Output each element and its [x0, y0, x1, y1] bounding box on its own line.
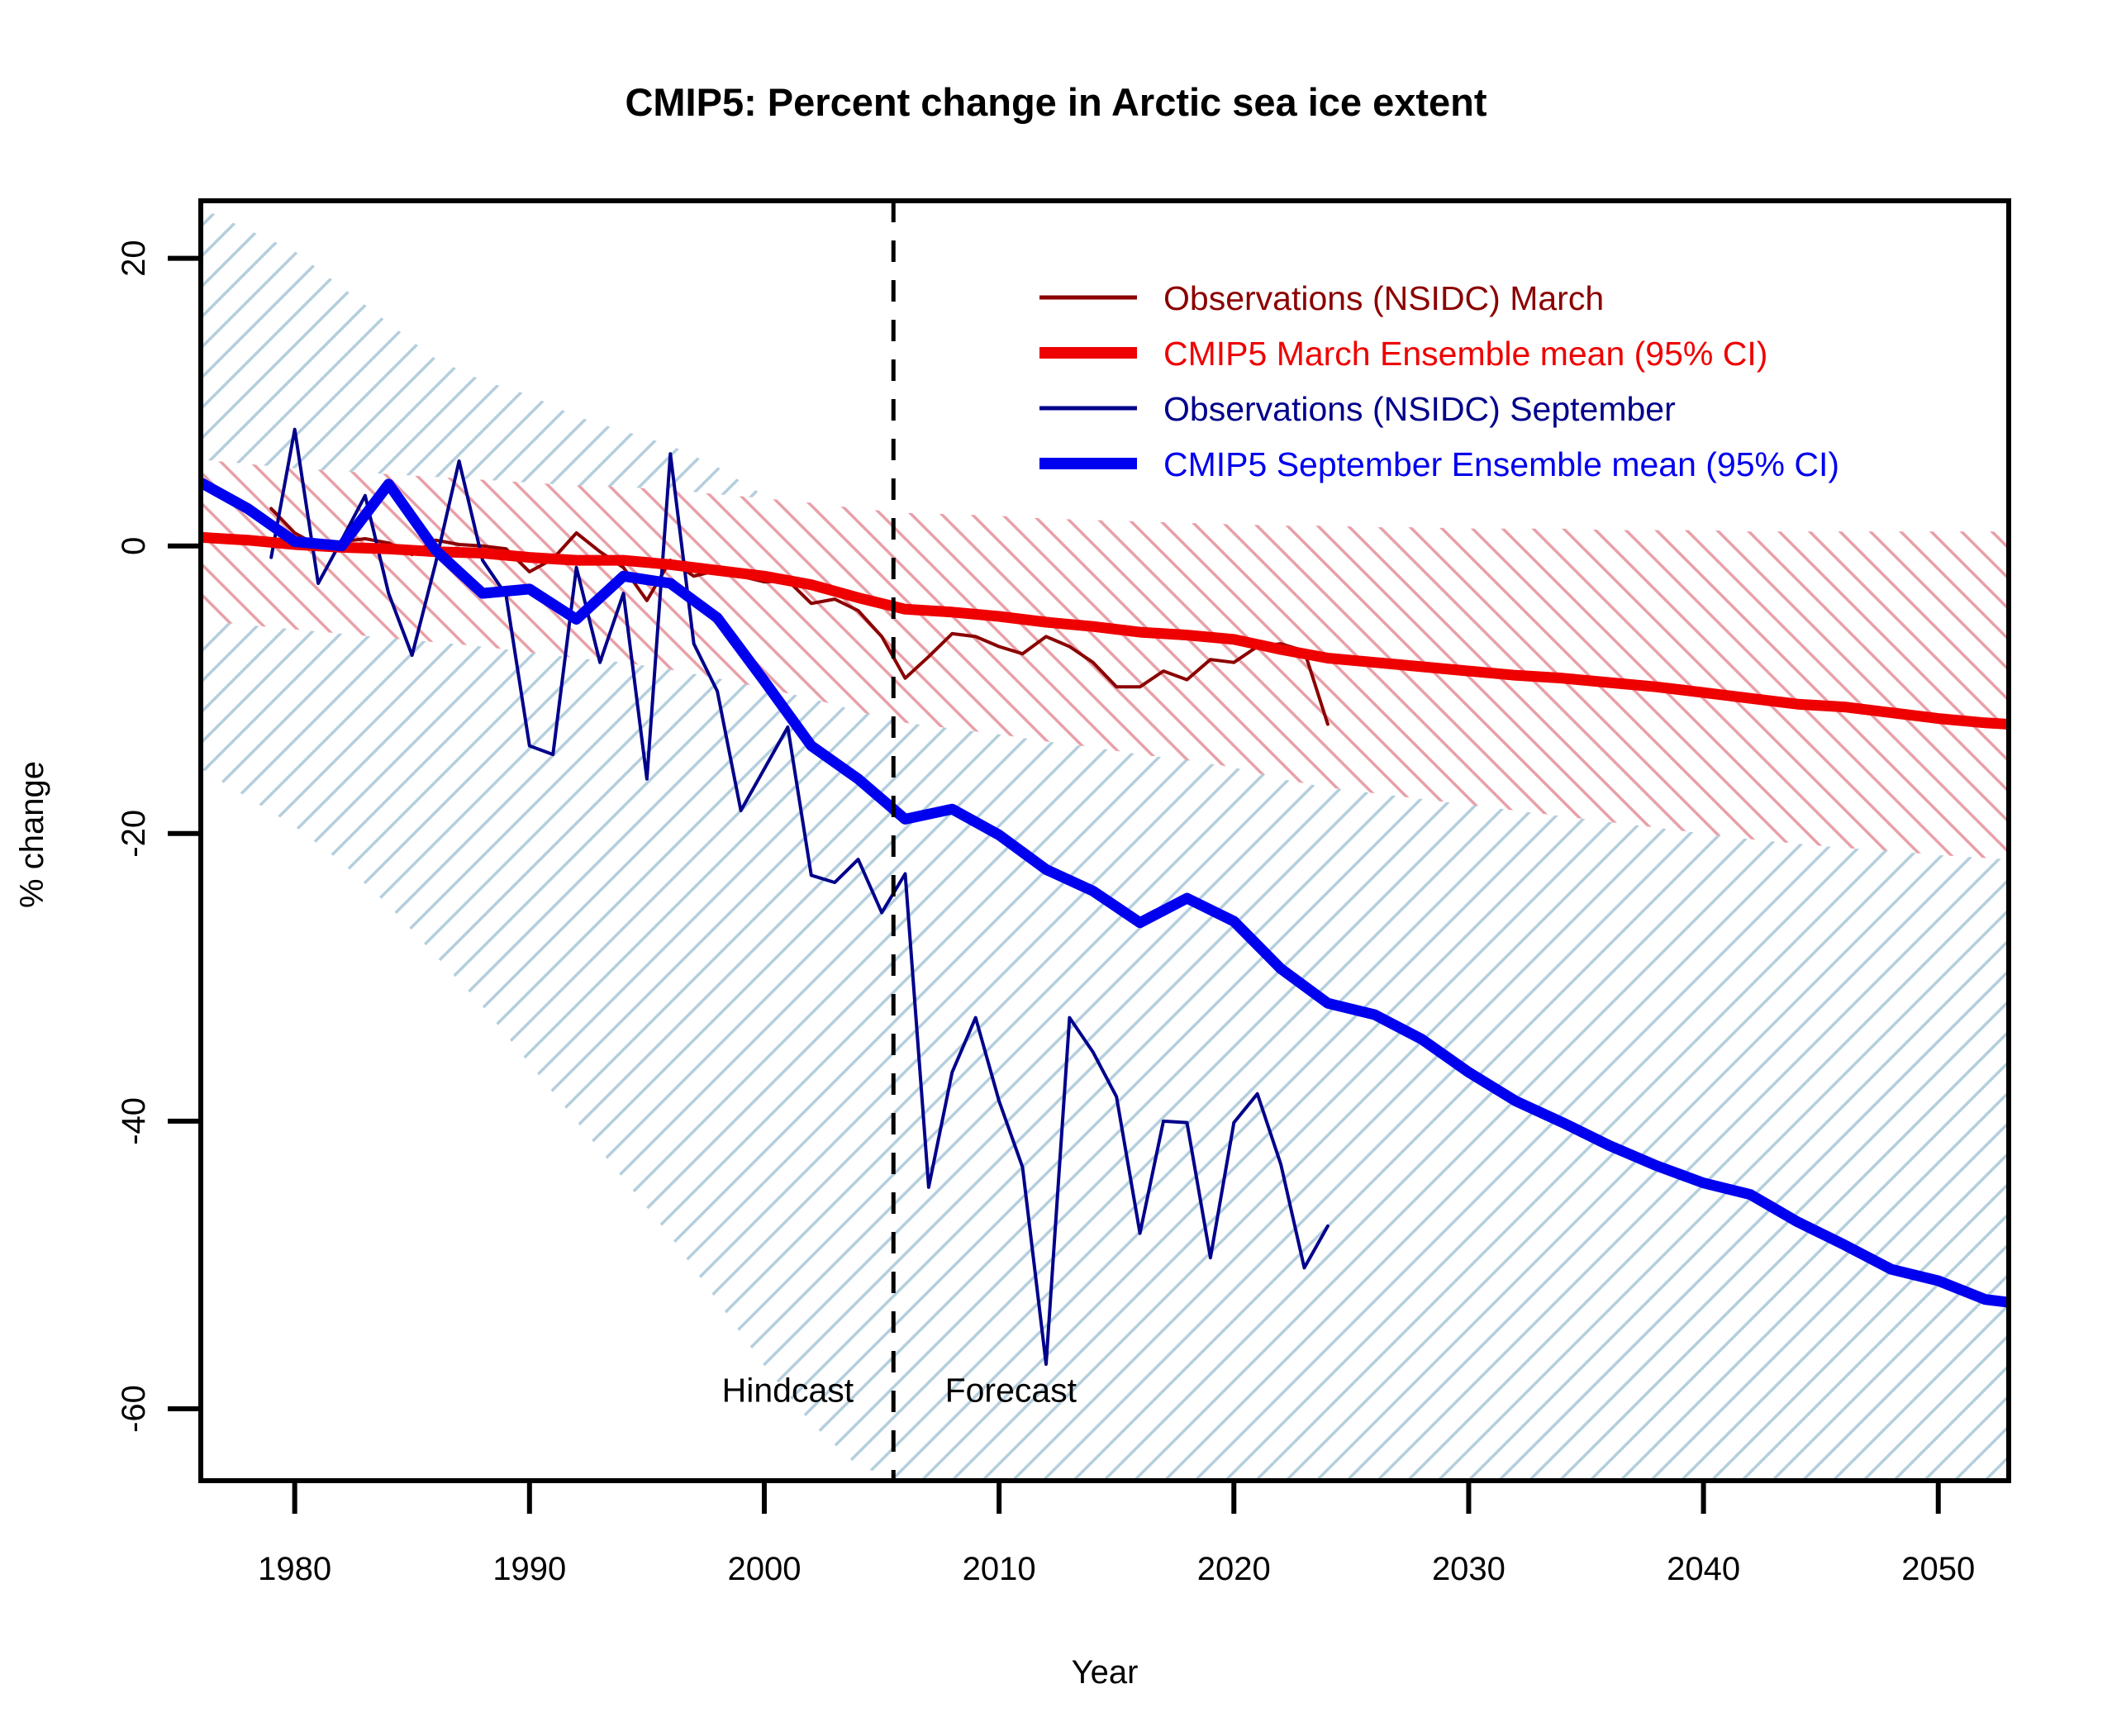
x-tick-label: 1990 — [492, 1551, 566, 1587]
chart-legend: Observations (NSIDC) March CMIP5 March En… — [1039, 279, 1839, 483]
x-tick-label: 2050 — [1901, 1551, 1975, 1587]
x-tick-label: 2010 — [963, 1551, 1036, 1587]
y-tick-label: 0 — [116, 537, 152, 555]
legend-label: Observations (NSIDC) March — [1163, 279, 1604, 317]
series-line — [269, 507, 1330, 726]
page-title: CMIP5: Percent change in Arctic sea ice … — [625, 80, 1486, 124]
x-axis-label: Year — [1072, 1654, 1139, 1691]
x-tick-label: 1980 — [258, 1551, 331, 1587]
series-line — [201, 477, 2009, 1308]
chart-annotation: Forecast — [945, 1371, 1077, 1409]
plot-frame — [198, 198, 2011, 1483]
axes: 1980 1990 2000 2010 2020 2030 2040 2050 20 0 -20 -4… — [116, 240, 1975, 1587]
x-tick-label: 2000 — [727, 1551, 801, 1587]
y-axis-label: % change — [14, 761, 50, 908]
legend-label: Observations (NSIDC) September — [1163, 390, 1676, 428]
series-line — [201, 531, 2009, 730]
legend-label: CMIP5 March Ensemble mean (95% CI) — [1163, 335, 1767, 373]
annotation-layer: Hindcast Forecast — [722, 1371, 1077, 1409]
y-tick-label: -20 — [116, 810, 152, 858]
series-line — [269, 427, 1330, 1366]
y-tick-label: 20 — [116, 240, 152, 277]
x-tick-label: 2030 — [1432, 1551, 1506, 1587]
series-layer — [201, 427, 2009, 1366]
y-tick-label: -60 — [116, 1385, 152, 1433]
y-tick-label: -40 — [116, 1097, 152, 1145]
chart-annotation: Hindcast — [722, 1371, 854, 1409]
legend-label: CMIP5 September Ensemble mean (95% CI) — [1163, 445, 1839, 483]
x-tick-label: 2020 — [1197, 1551, 1271, 1587]
x-tick-label: 2040 — [1667, 1551, 1740, 1587]
